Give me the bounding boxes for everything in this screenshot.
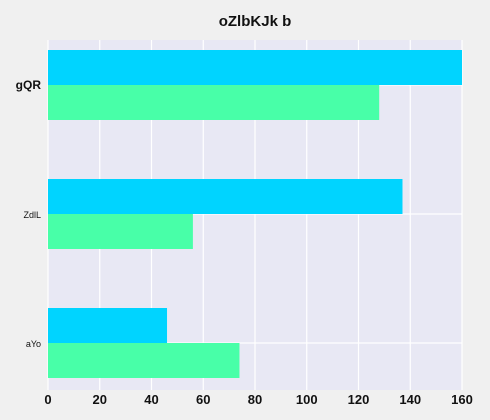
x-tick-label: 60 (196, 392, 210, 407)
bar-gqr-series-2 (48, 85, 380, 120)
y-tick-label-ayo: aYo (26, 339, 41, 349)
x-axis-ticks: 0 20 40 60 80 100 120 140 160 (44, 392, 472, 407)
bar-ayo-series-1 (48, 308, 168, 343)
y-tick-label-zdll: ZdlL (23, 210, 41, 220)
y-tick-label-gqr: gQR (16, 78, 42, 92)
x-tick-label: 40 (144, 392, 158, 407)
bar-ayo-series-2 (48, 343, 240, 378)
chart-title: oZlbKJk b (219, 13, 292, 30)
x-tick-label: 160 (451, 392, 473, 407)
x-tick-label: 140 (399, 392, 421, 407)
x-tick-label: 80 (248, 392, 262, 407)
bar-gqr-series-1 (48, 50, 462, 85)
bar-zdll-series-2 (48, 214, 193, 249)
y-axis-ticks: gQR ZdlL aYo (16, 78, 42, 349)
x-tick-label: 20 (93, 392, 107, 407)
x-tick-label: 120 (348, 392, 370, 407)
bar-zdll-series-1 (48, 179, 403, 214)
bars (48, 50, 462, 378)
x-tick-label: 0 (44, 392, 51, 407)
x-tick-label: 100 (296, 392, 318, 407)
